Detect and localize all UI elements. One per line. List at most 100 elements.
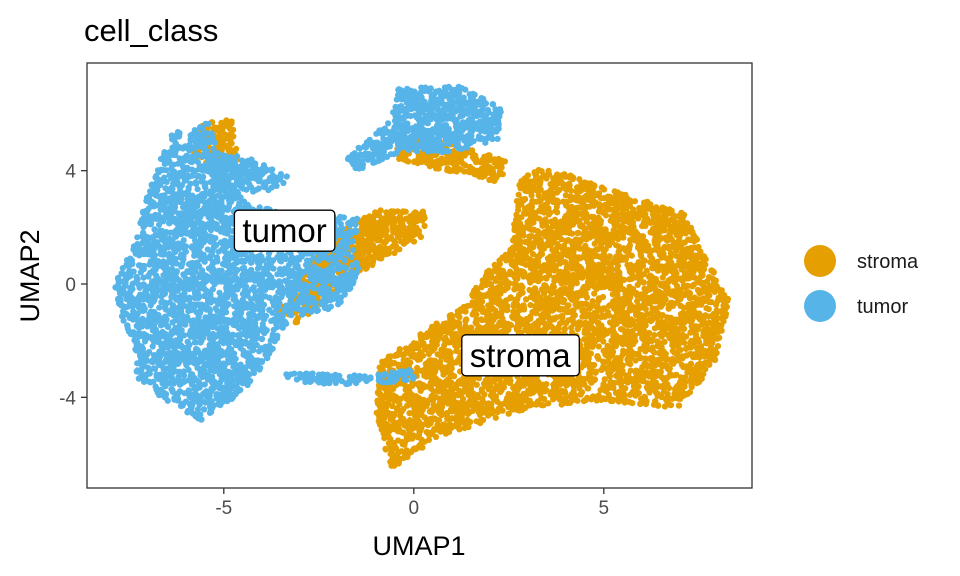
stroma-point (702, 312, 709, 319)
stroma-point (576, 176, 583, 183)
stroma-point (531, 285, 539, 292)
stroma-point (481, 380, 488, 387)
stroma-point (526, 397, 533, 404)
stroma-point (600, 358, 607, 365)
stroma-point (467, 383, 474, 390)
stroma-point (511, 225, 518, 232)
stroma-point (591, 240, 598, 247)
stroma-point (579, 301, 587, 308)
stroma-point (534, 228, 541, 235)
stroma-point (584, 344, 591, 351)
stroma-point (504, 284, 511, 291)
stroma-point (529, 270, 537, 277)
stroma-point (567, 283, 574, 290)
stroma-point (591, 290, 598, 297)
stroma-point (429, 347, 436, 354)
stroma-point (453, 347, 460, 355)
stroma-point (487, 281, 494, 288)
stroma-point (522, 187, 529, 194)
stroma-point (520, 232, 527, 239)
stroma-point (393, 397, 400, 404)
stroma-point (529, 251, 537, 258)
stroma-point (556, 257, 563, 264)
stroma-point (633, 367, 640, 374)
stroma-point (579, 313, 586, 320)
stroma-point (600, 384, 607, 392)
stroma-point (599, 293, 607, 301)
stroma-point (527, 383, 535, 390)
stroma-point (478, 401, 485, 408)
stroma-point (629, 219, 637, 226)
stroma-point (626, 276, 633, 283)
stroma-point (706, 319, 713, 326)
stroma-point (667, 315, 674, 322)
stroma-point (593, 246, 600, 253)
stroma-point (700, 371, 707, 378)
stroma-point (437, 353, 445, 360)
stroma-point (685, 236, 692, 243)
stroma-point (600, 338, 607, 345)
stroma-point (684, 282, 691, 289)
stroma-point (522, 326, 529, 334)
stroma-point (491, 267, 498, 274)
stroma-point (382, 446, 389, 453)
stroma-point (558, 313, 565, 320)
stroma-point (620, 276, 628, 283)
stroma-point (402, 345, 410, 352)
stroma-point (657, 383, 664, 390)
stroma-point (398, 448, 405, 455)
stroma-point (618, 318, 625, 325)
stroma-point (713, 310, 720, 317)
stroma-point (618, 391, 625, 398)
stroma-point (600, 275, 607, 282)
stroma-point (693, 380, 701, 387)
stroma-point (678, 388, 686, 395)
stroma-point (595, 192, 602, 199)
stroma-point (526, 234, 533, 241)
stroma-point (566, 274, 573, 281)
stroma-point (652, 235, 659, 242)
stroma-point (426, 408, 433, 415)
stroma-point (667, 372, 675, 379)
stroma-point (642, 355, 649, 362)
stroma-point (697, 260, 704, 268)
stroma-point (650, 313, 657, 320)
stroma-point (562, 185, 569, 192)
stroma-point (609, 397, 616, 404)
stroma-point (601, 376, 608, 383)
stroma-point (662, 379, 669, 387)
stroma-point (630, 389, 637, 396)
stroma-point (457, 389, 464, 397)
stroma-point (663, 211, 670, 218)
stroma-point (560, 198, 567, 205)
stroma-point (719, 309, 726, 316)
stroma-point (658, 302, 665, 309)
stroma-point (670, 212, 677, 219)
stroma-point (648, 337, 655, 345)
stroma-point (378, 392, 385, 399)
stroma-point (708, 299, 715, 306)
stroma-point (575, 292, 582, 299)
stroma-point (520, 306, 528, 313)
stroma-point (635, 390, 642, 397)
stroma-point (661, 227, 668, 234)
stroma-point (558, 223, 565, 230)
stroma-point (507, 294, 514, 301)
stroma-point (521, 196, 529, 203)
stroma-point (627, 302, 634, 309)
stroma-point (404, 453, 411, 460)
stroma-point (662, 321, 669, 329)
stroma-point (584, 385, 591, 392)
stroma-point (623, 340, 630, 347)
stroma-point (700, 279, 707, 287)
stroma-point (664, 390, 671, 398)
stroma-point (561, 259, 568, 266)
stroma-point (582, 397, 589, 404)
stroma-point (696, 310, 703, 317)
stroma-point (559, 245, 566, 252)
stroma-point (520, 182, 528, 189)
stroma-point (562, 377, 569, 384)
stroma-point (588, 396, 595, 403)
stroma-point (436, 401, 443, 408)
